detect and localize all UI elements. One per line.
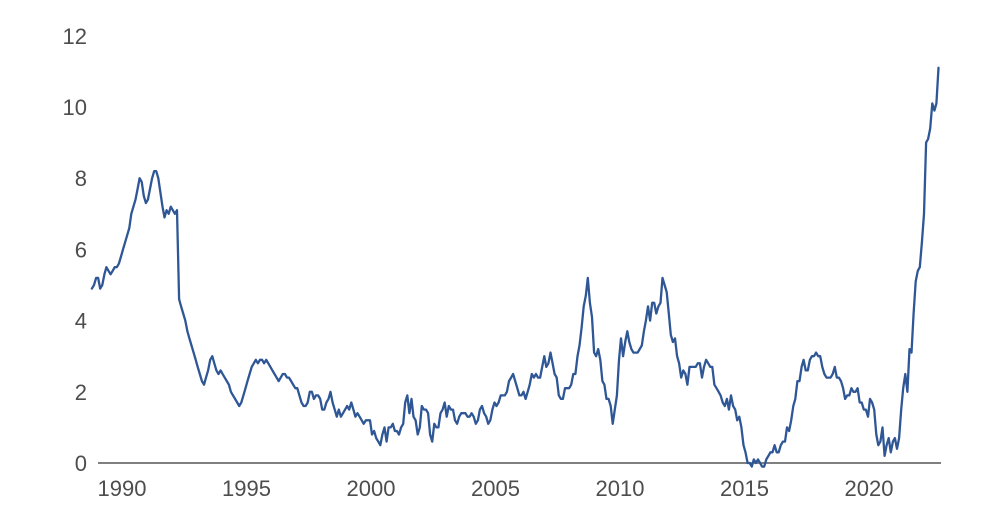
y-axis-tick-labels: 0 2 4 6 8 10 12 bbox=[63, 24, 87, 476]
x-axis-tick-labels: 1990 1995 2000 2005 2010 2015 2020 bbox=[98, 476, 894, 501]
y-axis-tick-label: 4 bbox=[75, 309, 87, 334]
x-axis-tick-label: 2020 bbox=[845, 476, 894, 501]
y-axis-tick-label: 10 bbox=[63, 95, 87, 120]
y-axis-tick-label: 8 bbox=[75, 166, 87, 191]
x-axis-tick-label: 2000 bbox=[347, 476, 396, 501]
y-axis-tick-label: 2 bbox=[75, 380, 87, 405]
x-axis-tick-label: 1995 bbox=[222, 476, 271, 501]
y-axis-tick-label: 12 bbox=[63, 24, 87, 49]
y-axis-tick-label: 6 bbox=[75, 237, 87, 262]
x-axis-tick-label: 2015 bbox=[720, 476, 769, 501]
inflation-series-line bbox=[90, 66, 940, 468]
y-axis-tick-label: 0 bbox=[75, 451, 87, 476]
x-axis-tick-label: 1990 bbox=[98, 476, 147, 501]
x-axis-tick-label: 2010 bbox=[596, 476, 645, 501]
x-axis-tick-label: 2005 bbox=[471, 476, 520, 501]
